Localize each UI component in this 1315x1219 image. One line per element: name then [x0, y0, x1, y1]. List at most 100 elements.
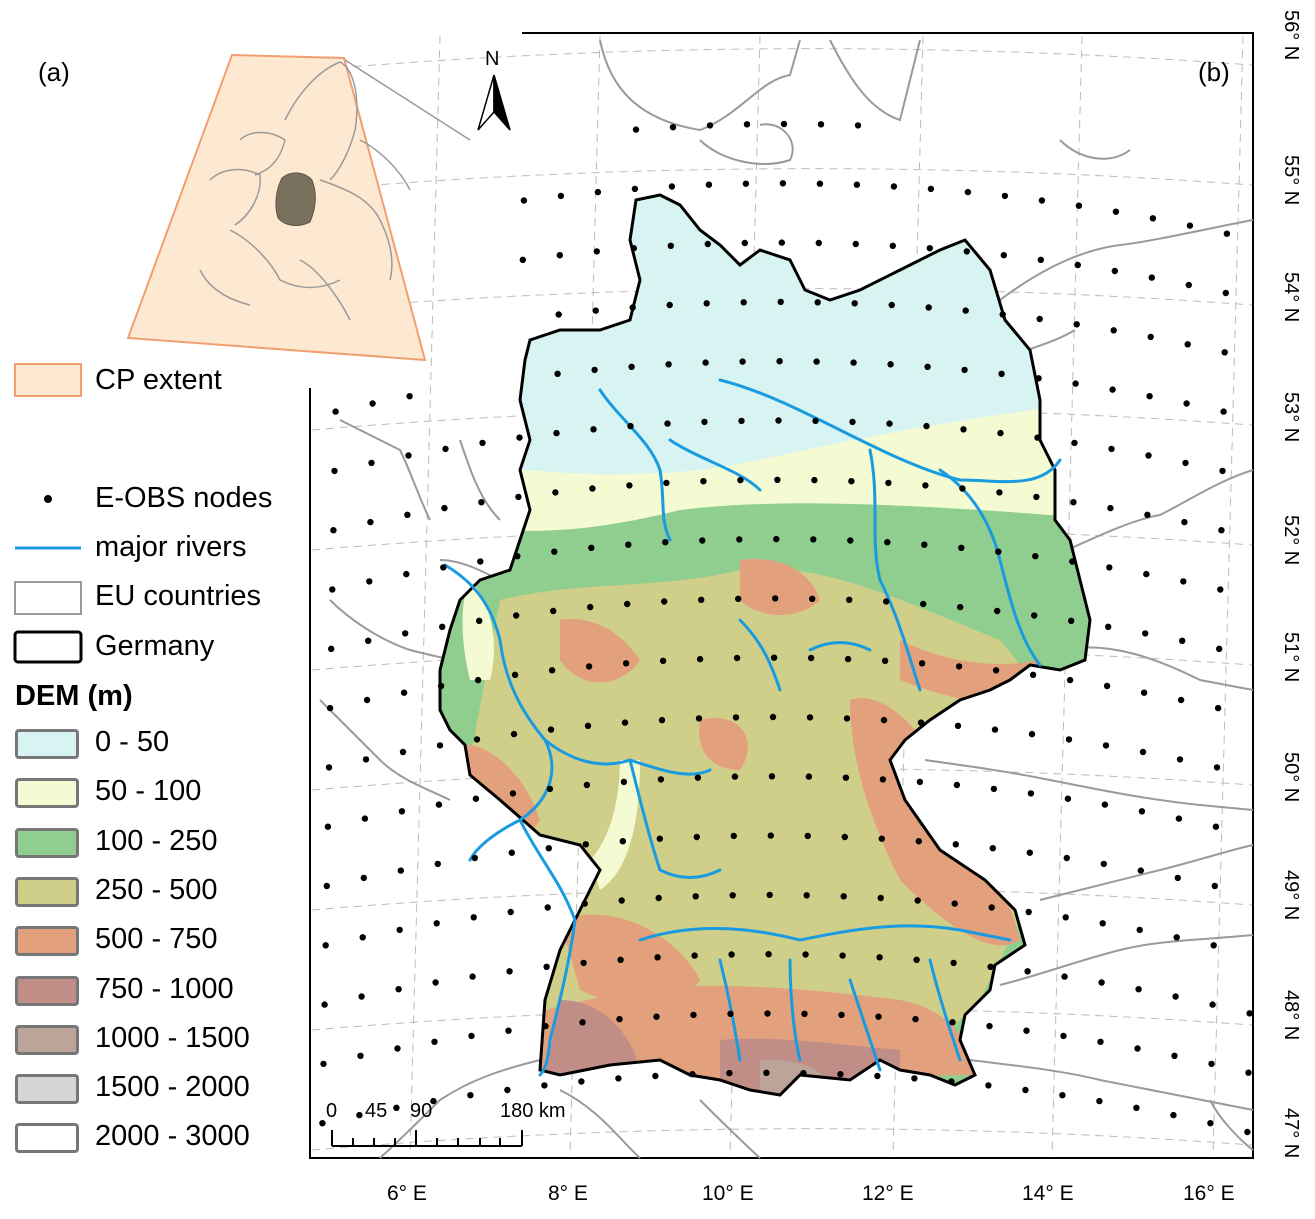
dem-class-label: 100 - 250 [95, 825, 218, 857]
eobs-node [765, 951, 772, 958]
eobs-node [1063, 854, 1071, 862]
eobs-node [471, 854, 478, 862]
eobs-node [654, 954, 661, 961]
eobs-node [439, 623, 446, 630]
eobs-node [884, 539, 891, 546]
eobs-node [988, 904, 995, 911]
lon-label: 12° E [862, 1182, 914, 1205]
eobs-node [1068, 617, 1075, 624]
eobs-node [398, 808, 406, 815]
eobs-node [625, 541, 632, 548]
eobs-node [1218, 527, 1225, 534]
eobs-node [356, 1111, 363, 1119]
eobs-node [1099, 920, 1106, 927]
eobs-node [841, 833, 848, 841]
eobs-node [804, 832, 811, 840]
eobs-node [704, 240, 711, 248]
eobs-node [655, 894, 662, 902]
legend-eu-countries: EU countries [95, 580, 262, 612]
eobs-node [842, 774, 850, 781]
eobs-node [998, 370, 1005, 377]
eobs-node [854, 122, 862, 129]
eobs-node [1070, 499, 1077, 506]
eobs-node [918, 660, 926, 667]
eobs-node [1212, 823, 1220, 830]
scale-label: 90 [410, 1100, 433, 1122]
eobs-node [769, 713, 777, 721]
eobs-node [468, 1032, 475, 1040]
eobs-node [1171, 1052, 1178, 1060]
eobs-node [668, 183, 676, 190]
eobs-node [837, 1071, 844, 1078]
eobs-node [775, 417, 782, 424]
dem-class-label: 1500 - 2000 [95, 1071, 250, 1103]
eobs-node [727, 1010, 734, 1017]
eobs-node [431, 1038, 438, 1046]
eobs-node [924, 363, 931, 370]
eobs-node [921, 541, 928, 548]
inset-germany [275, 172, 316, 226]
eobs-node [357, 1052, 364, 1060]
eobs-node [994, 607, 1001, 615]
eobs-node [957, 603, 964, 611]
eobs-node [986, 1022, 993, 1030]
scale-label: 45 [365, 1100, 388, 1122]
panel-label-b: (b) [1198, 57, 1230, 87]
eobs-node [592, 307, 599, 314]
eobs-node [550, 607, 557, 615]
eobs-node [728, 951, 735, 958]
eobs-node [951, 900, 958, 907]
eobs-node [657, 776, 665, 783]
eobs-node [583, 781, 591, 789]
eobs-node [1144, 511, 1151, 518]
eobs-node [927, 185, 935, 193]
panel-label-a: (a) [38, 57, 70, 87]
eobs-node [839, 952, 846, 959]
eobs-node [587, 603, 594, 611]
legend-eobs-nodes: E-OBS nodes [95, 482, 273, 514]
eobs-node [958, 544, 965, 551]
eobs-node [1186, 222, 1194, 229]
eobs-node [843, 715, 851, 722]
eobs-node [690, 1011, 697, 1019]
eobs-node [1244, 1128, 1251, 1136]
eobs-node [1064, 795, 1072, 802]
eobs-node [1096, 1097, 1103, 1105]
eobs-node [1208, 1060, 1215, 1068]
eobs-node [851, 300, 858, 307]
eobs-node [511, 671, 519, 678]
eobs-node [1181, 518, 1188, 526]
eobs-node [321, 1001, 328, 1008]
legend-symbols [13, 363, 83, 664]
eobs-node [581, 900, 588, 907]
eobs-node [736, 536, 743, 543]
eobs-node [875, 1013, 882, 1020]
eobs-node [730, 832, 737, 840]
eobs-node [403, 570, 410, 578]
eobs-node [659, 657, 667, 664]
eobs-node [801, 1010, 808, 1017]
eobs-node [691, 952, 698, 959]
eobs-node [359, 934, 366, 941]
eobs-node [666, 301, 673, 309]
eobs-node [964, 188, 972, 196]
eobs-node [731, 773, 739, 780]
eobs-node [1207, 1120, 1214, 1127]
eobs-node [627, 422, 634, 430]
eobs-node [578, 1078, 585, 1085]
eobs-node [435, 801, 443, 808]
eobs-node [738, 417, 745, 425]
eobs-node [441, 504, 448, 512]
eobs-node [621, 719, 629, 726]
eobs-node [732, 714, 740, 721]
eobs-node [877, 894, 884, 902]
eobs-node [702, 359, 709, 366]
eobs-node [365, 637, 372, 644]
eobs-node [548, 667, 556, 674]
eobs-node [362, 756, 370, 763]
eobs-node [1175, 815, 1183, 822]
eobs-node [1139, 748, 1147, 756]
lon-label: 6° E [387, 1182, 427, 1205]
eobs-node [1211, 882, 1219, 890]
eobs-node [847, 537, 854, 544]
